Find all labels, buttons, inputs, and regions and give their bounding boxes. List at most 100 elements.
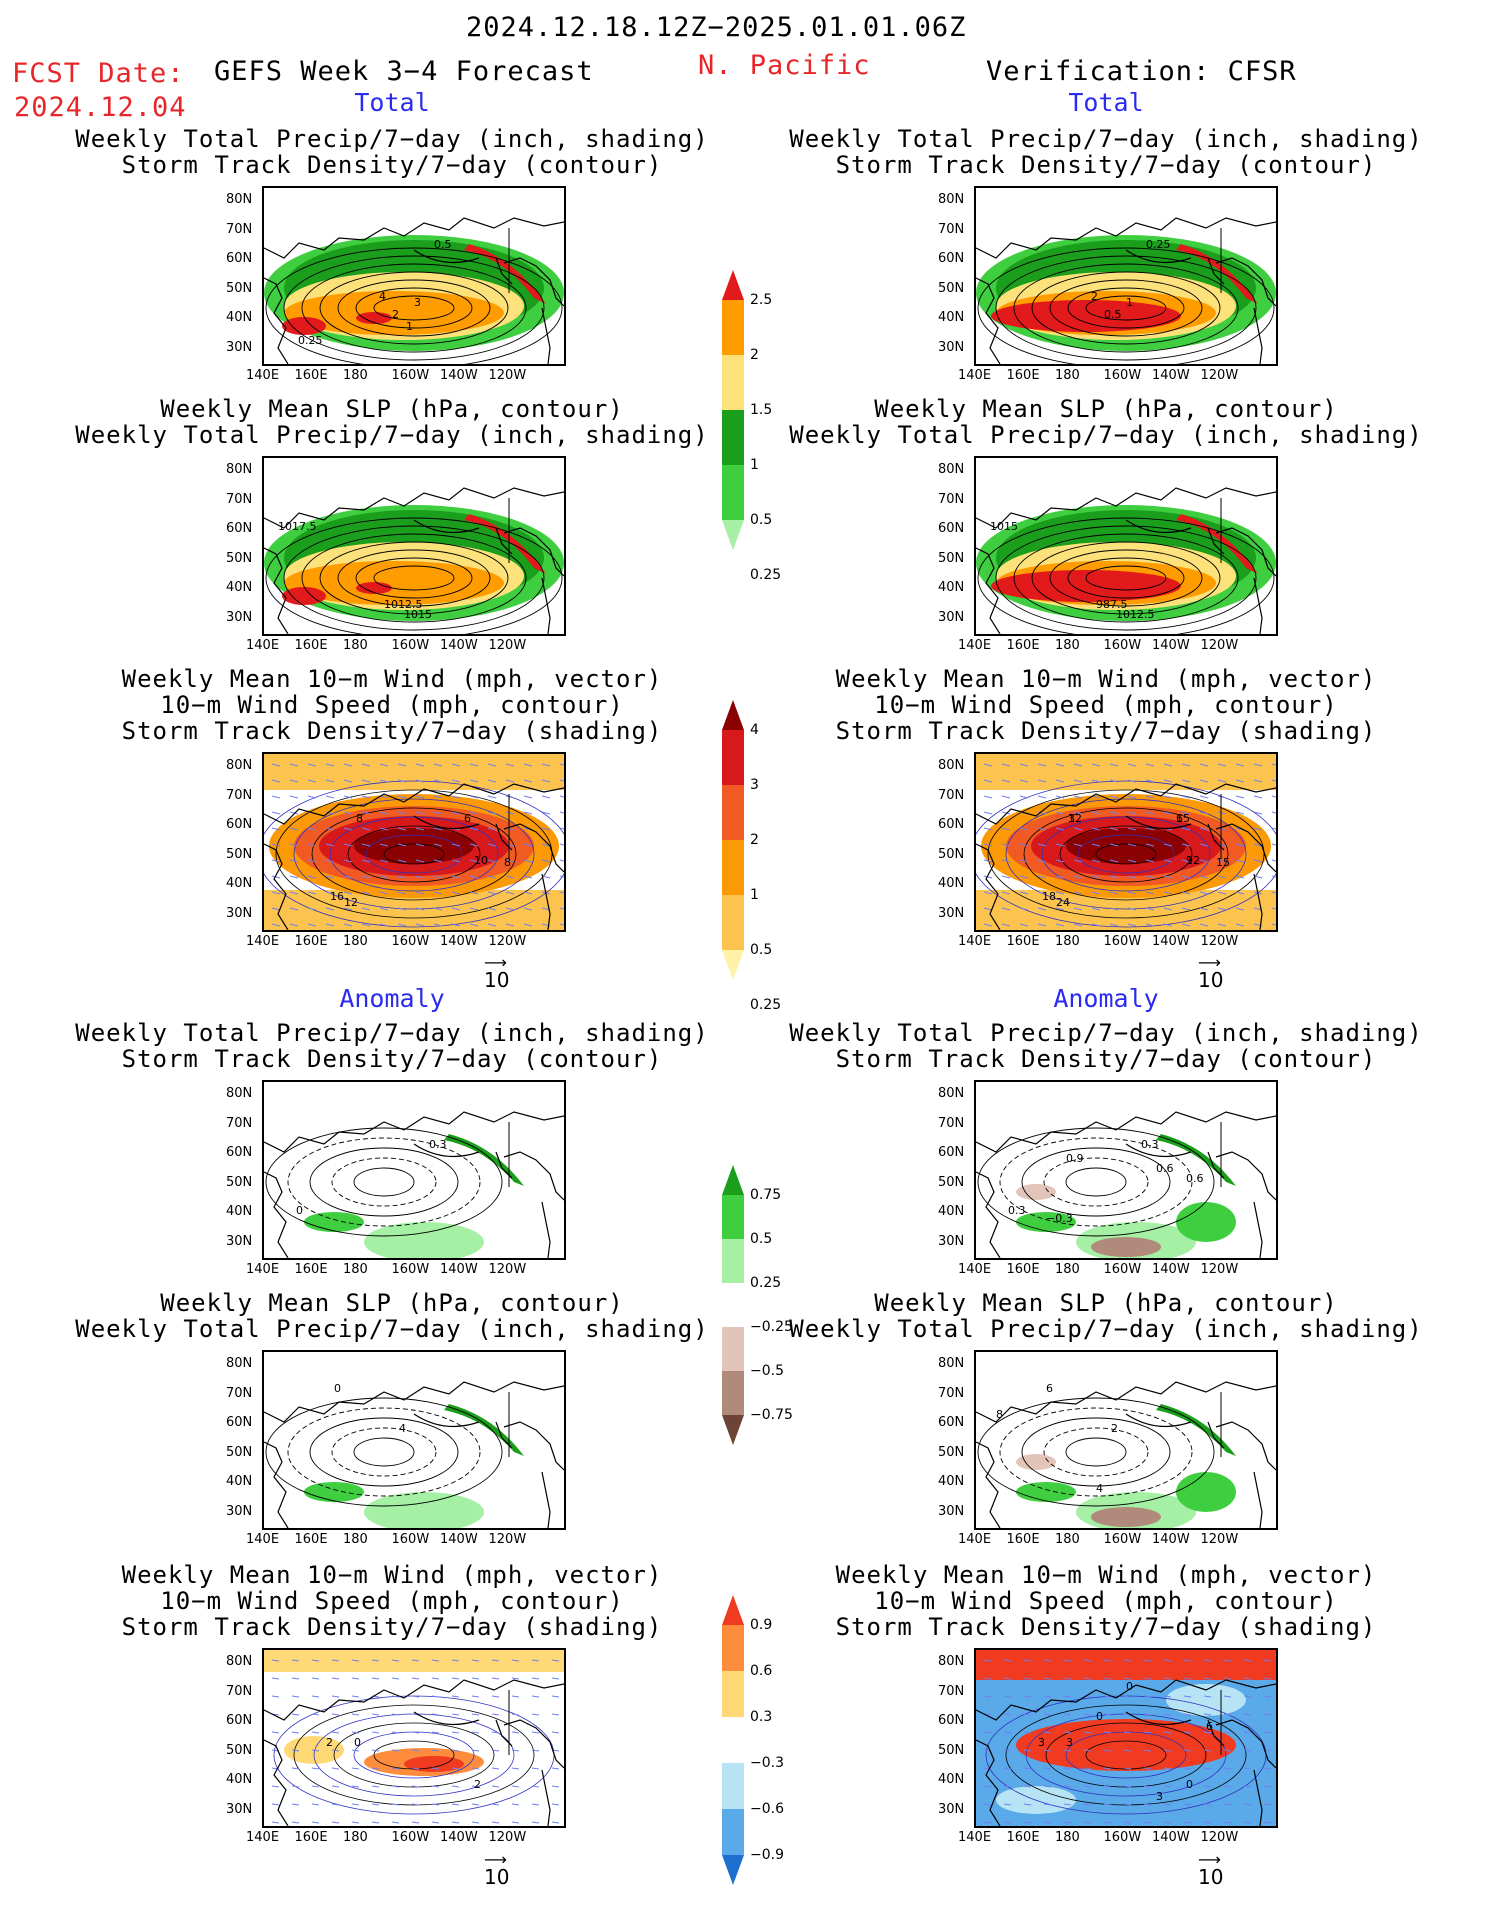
colorbar-label: −0.5 [750, 1363, 784, 1379]
colorbar-swatch [722, 1371, 744, 1415]
panel-title-line: Weekly Mean 10−m Wind (mph, vector) [835, 1561, 1377, 1589]
wind-vector [1019, 763, 1029, 767]
contour-label: 3 [1038, 1736, 1045, 1749]
coastline [264, 487, 564, 529]
contour-line [331, 1157, 437, 1207]
coastline [503, 527, 564, 577]
wind-vector [291, 1767, 300, 1770]
panel-title: Weekly Mean SLP (hPa, contour) Weekly Tot… [786, 1290, 1426, 1342]
wind-vector [1003, 1803, 1012, 1806]
wind-contour [1005, 798, 1247, 910]
panel-title-line: Weekly Mean 10−m Wind (mph, vector) [121, 665, 663, 693]
anomaly-shading [304, 1212, 364, 1232]
lat-tick-label: 80N [938, 1086, 965, 1101]
lat-tick-label: 50N [938, 846, 965, 862]
wind-vector [411, 1803, 420, 1806]
wind-vector [469, 811, 479, 815]
wind-vector [289, 763, 299, 767]
contour-line [977, 247, 1275, 364]
contour-label: 1015 [404, 608, 432, 621]
colorbar-label: 0.75 [750, 1187, 782, 1203]
wind-vector [469, 843, 479, 847]
wind-vector [1127, 827, 1137, 831]
wind-vector [433, 923, 443, 927]
wind-vector [1073, 859, 1083, 863]
wind-vector [1181, 827, 1191, 831]
wind-vector [1235, 795, 1245, 799]
wind-vector [1199, 827, 1209, 831]
wind-vector [1019, 923, 1029, 927]
lat-tick-label: 60N [226, 1145, 253, 1160]
anomaly-shading [1176, 1202, 1236, 1242]
colorbar-label: 0.9 [750, 1617, 773, 1633]
wind-vector [451, 1803, 460, 1806]
wind-vector [983, 1677, 992, 1680]
colorbar-swatch [722, 1671, 744, 1717]
wind-vector [1091, 859, 1101, 863]
wind-vector [559, 827, 564, 830]
coastline [976, 547, 1001, 634]
contour-label: 8 [996, 1408, 1003, 1421]
panel-title-line: 10−m Wind Speed (mph, contour) [160, 691, 624, 719]
coastline [1215, 823, 1276, 873]
coastline [1125, 249, 1192, 264]
lon-tick-label: 160E [1006, 368, 1040, 383]
wind-vector [559, 891, 564, 894]
wind-vector [1223, 1821, 1232, 1824]
wind-vector [331, 1803, 340, 1806]
wind-vector [331, 1659, 340, 1662]
colorbar-label: 0.5 [750, 512, 773, 528]
wind-vector [1253, 763, 1263, 767]
wind-vector [1203, 1659, 1212, 1662]
wind-vector [505, 875, 515, 879]
lon-tick-label: 160W [391, 1532, 430, 1547]
wind-vector [1001, 763, 1011, 767]
coastline [976, 217, 1276, 259]
coastline [264, 277, 289, 364]
wind-vector [1143, 1767, 1152, 1770]
wind-vector [491, 1695, 500, 1698]
wind-vector [397, 875, 407, 879]
wind-vector [1271, 779, 1276, 782]
anomaly-shading [1016, 1482, 1076, 1502]
wind-vector [271, 779, 281, 783]
wind-vector [1055, 891, 1065, 895]
wind-vector [1163, 1677, 1172, 1680]
contour-line [995, 525, 1257, 631]
vector-ref-left-total: ⟶ 10 [484, 953, 510, 993]
wind-vector [1055, 875, 1065, 879]
wind-vector [1003, 1749, 1012, 1752]
wind-contour [311, 807, 517, 901]
wind-vector [487, 843, 497, 847]
wind-vector [433, 827, 443, 831]
wind-vector [307, 907, 317, 911]
lon-tick-label: 160E [1006, 1532, 1040, 1547]
panel-title: Weekly Mean 10−m Wind (mph, vector) 10−m … [72, 666, 712, 744]
wind-vector [1043, 1695, 1052, 1698]
lon-tick-label: 140E [958, 1262, 992, 1277]
contour-label: 1 [1126, 296, 1133, 309]
lat-tick-label: 60N [938, 1145, 965, 1160]
wind-vector [311, 1713, 320, 1716]
wind-vector [1073, 907, 1083, 911]
lon-tick-label: 180 [343, 934, 368, 949]
panel-title-line: Storm Track Density/7−day (shading) [121, 717, 663, 745]
wind-vector [1055, 795, 1065, 799]
colorbar-swatch [722, 1855, 744, 1885]
lat-tick-label: 30N [938, 609, 965, 625]
wind-vector [331, 1749, 340, 1752]
wind-vector [433, 907, 443, 911]
wind-vector [1003, 1677, 1012, 1680]
wind-vector [1163, 1821, 1172, 1824]
wind-vector [1253, 875, 1263, 879]
wind-vector [1019, 875, 1029, 879]
wind-vector [1163, 843, 1173, 847]
panel-title: Weekly Mean SLP (hPa, contour) Weekly Tot… [72, 1290, 712, 1342]
lon-tick-label: 160W [1103, 1262, 1142, 1277]
contour-line [1049, 549, 1203, 607]
contour-label: 16 [330, 890, 344, 903]
wind-vector [487, 923, 497, 927]
panel-title-line: Storm Track Density/7−day (shading) [835, 717, 1377, 745]
lat-tick-label: 60N [226, 1415, 253, 1430]
wind-vector [1023, 1695, 1032, 1698]
